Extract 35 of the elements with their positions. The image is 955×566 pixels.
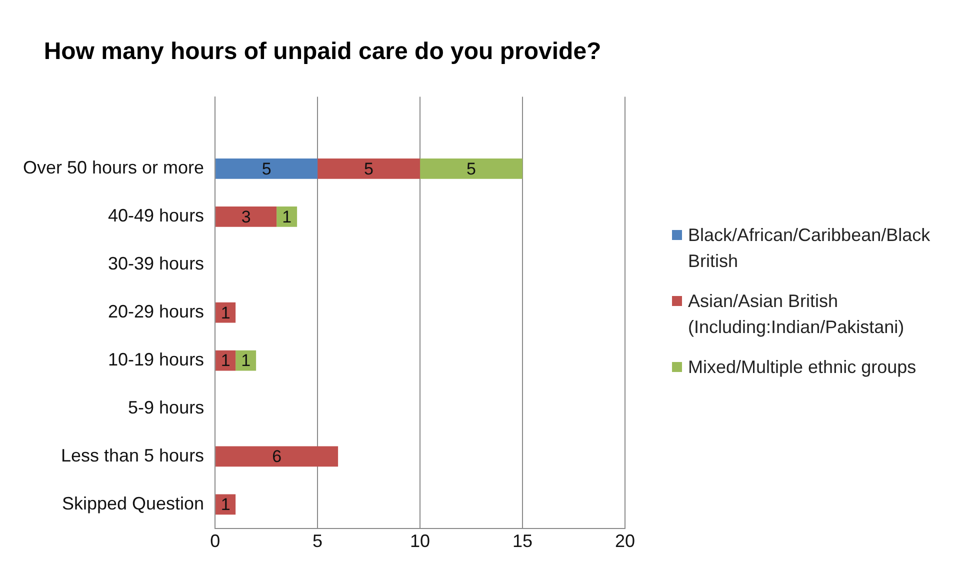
bar [216,158,318,179]
bar [216,302,236,323]
data-label: 5 [466,159,476,178]
x-tick-label: 15 [512,531,533,552]
data-label: 5 [364,159,374,178]
y-tick-label: 40-49 hours [108,206,204,226]
x-tick-label: 0 [210,531,220,552]
y-tick-label: Less than 5 hours [60,445,204,466]
data-label: 6 [272,447,282,466]
legend-label: Asian/Asian British (Including:Indian/Pakistani) [688,290,906,339]
data-label: 1 [220,303,230,322]
x-tick-label: 10 [410,531,430,552]
chart-title: How many hours of unpaid care do you provide? [44,38,602,66]
legend-label: Black/African/Caribbean/Black British [688,224,932,273]
data-label: 3 [241,207,251,226]
data-label: 5 [262,159,272,178]
x-tick-label: 20 [614,531,636,552]
bar [276,206,298,227]
x-tick-label: 5 [312,531,323,552]
data-label: 1 [220,495,230,514]
y-tick-label: Over 50 hours or more [22,158,204,178]
bar [216,494,236,515]
bar [318,158,420,179]
data-label: 1 [282,207,292,226]
bar [216,206,277,227]
y-tick-label: 20-29 hours [108,302,204,322]
data-label: 1 [241,351,251,370]
data-label: 1 [220,351,230,370]
legend-label: Mixed/Multiple ethnic groups [688,356,916,379]
y-tick-label: 10-19 hours [108,350,204,370]
y-tick-label: 30-39 hours [108,254,204,274]
y-tick-label: Skipped Question [62,493,204,514]
bar [216,446,338,467]
bar [420,158,523,179]
y-tick-label: 5-9 hours [128,397,204,418]
